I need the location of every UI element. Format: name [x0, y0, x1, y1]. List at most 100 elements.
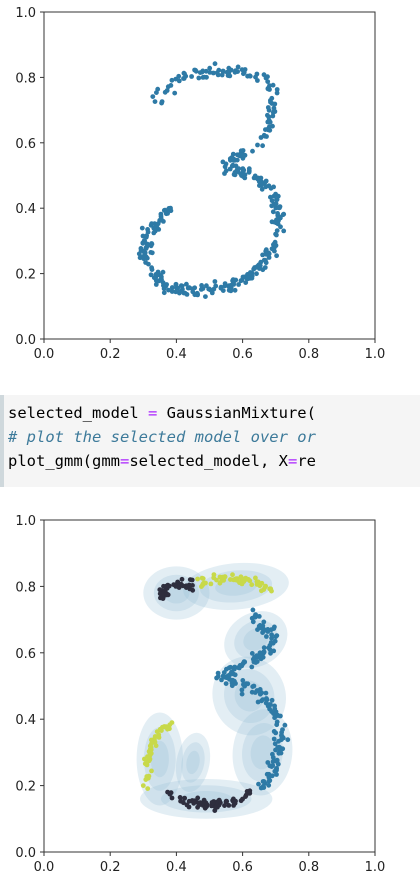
data-point: [166, 206, 172, 211]
data-point: [260, 783, 266, 789]
data-point: [197, 70, 203, 75]
data-point: [268, 650, 273, 656]
data-point: [149, 267, 155, 272]
data-point: [272, 715, 277, 721]
data-point: [264, 134, 269, 139]
data-point: [274, 722, 280, 728]
data-point: [263, 247, 269, 253]
data-point: [256, 781, 261, 787]
y-tick-label: 0.0: [15, 846, 36, 861]
data-point: [231, 282, 237, 287]
data-point: [234, 167, 240, 173]
data-point: [266, 255, 272, 260]
data-point: [259, 181, 265, 187]
data-point: [222, 281, 228, 286]
y-tick-label: 0.2: [15, 268, 36, 283]
data-point: [261, 72, 267, 78]
data-point: [142, 756, 147, 762]
plot-frame: [43, 519, 376, 853]
y-tick-label: 0.4: [15, 713, 36, 728]
x-tick-label: 0.8: [298, 347, 319, 362]
data-point: [165, 211, 171, 216]
data-point: [151, 225, 157, 231]
data-point: [231, 796, 236, 802]
scatter-plot-gmm-canvas: 0.0 0.2 0.4 0.6 0.8 1.0 0.0 0.2 0.4 0.6 0.8 1.0: [15, 514, 386, 875]
data-point: [247, 73, 253, 79]
scatter-plot-gmm: 0.0 0.2 0.4 0.6 0.8 1.0 0.0 0.2 0.4 0.6 0.8 1.0: [0, 505, 420, 888]
y-tick-label: 0.4: [15, 202, 36, 217]
gmm-component-ellipse: [183, 562, 289, 610]
data-point: [166, 287, 171, 293]
data-point: [148, 746, 153, 752]
data-point: [154, 223, 160, 229]
data-point: [261, 645, 267, 651]
data-point: [274, 87, 280, 92]
data-point: [274, 232, 279, 238]
data-point: [169, 795, 175, 801]
data-point: [208, 581, 214, 587]
x-tick-label: 1.0: [365, 860, 386, 875]
data-point: [241, 682, 246, 687]
data-point: [187, 586, 193, 592]
data-point: [250, 148, 255, 154]
y-tick-label: 0.0: [15, 333, 36, 348]
data-point: [276, 205, 281, 211]
data-point: [157, 272, 162, 278]
x-tick-label: 0.6: [232, 347, 253, 362]
data-point: [169, 289, 175, 294]
data-point: [147, 750, 153, 756]
data-point: [270, 110, 276, 115]
data-point: [165, 726, 170, 732]
data-point: [151, 230, 157, 236]
plot-frame: [43, 11, 376, 340]
data-point: [249, 582, 255, 588]
data-point: [149, 768, 154, 774]
data-point: [267, 119, 273, 125]
data-point: [257, 263, 263, 268]
data-point: [204, 802, 210, 807]
y-tick-label: 1.0: [15, 6, 36, 21]
x-tick-label: 0.8: [298, 860, 319, 875]
data-point: [262, 265, 268, 270]
gmm-component-ellipse: [186, 750, 200, 775]
data-point: [255, 579, 261, 585]
data-point: [260, 143, 265, 149]
data-point: [235, 64, 241, 70]
data-point: [156, 735, 162, 740]
data-point: [195, 804, 201, 810]
data-point: [149, 221, 155, 227]
data-point: [211, 575, 217, 581]
data-point: [239, 687, 245, 693]
data-point: [226, 803, 232, 808]
data-point: [259, 186, 265, 192]
data-point: [233, 577, 239, 582]
data-point: [274, 197, 279, 203]
data-point: [148, 250, 154, 255]
data-point: [176, 73, 182, 79]
data-point: [162, 588, 168, 594]
code-cell[interactable]: selected_model = GaussianMixture( # plot…: [0, 395, 420, 487]
data-point: [259, 580, 265, 586]
data-point: [197, 800, 203, 805]
data-point: [181, 70, 187, 76]
data-point: [146, 773, 152, 779]
data-point: [223, 168, 229, 174]
data-point: [219, 677, 224, 683]
data-point: [203, 294, 208, 299]
data-point: [265, 86, 271, 91]
data-point: [153, 743, 159, 749]
x-tick-label: 0.0: [34, 860, 55, 875]
data-point: [181, 76, 187, 81]
data-point: [217, 574, 223, 580]
data-point: [227, 73, 233, 79]
data-point: [144, 233, 150, 239]
data-point: [242, 172, 248, 178]
data-point: [207, 70, 213, 75]
data-point: [178, 798, 184, 804]
data-point: [145, 229, 151, 235]
data-point: [272, 248, 277, 254]
data-point: [256, 614, 262, 619]
data-point: [269, 635, 274, 641]
data-point: [231, 666, 237, 672]
data-point: [285, 737, 291, 743]
